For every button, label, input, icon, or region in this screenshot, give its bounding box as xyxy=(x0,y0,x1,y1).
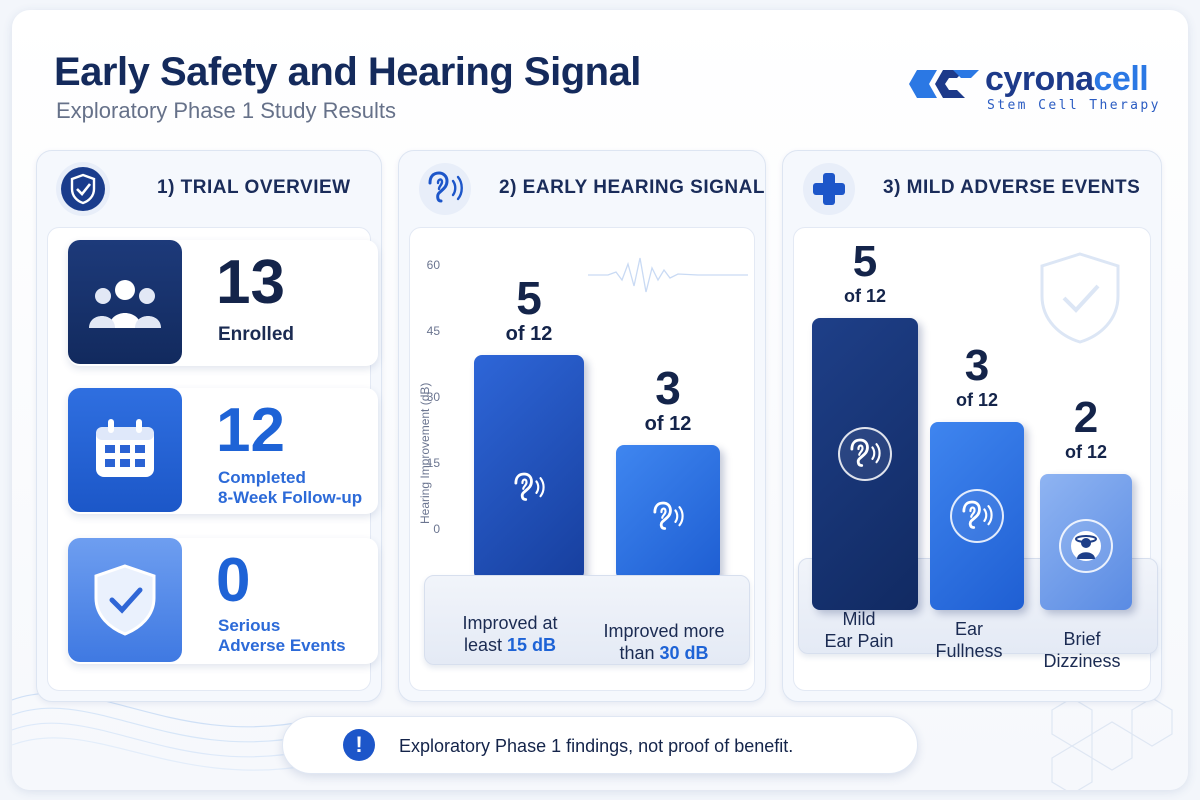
category-label-line2: than 30 dB xyxy=(594,642,734,664)
stat-card-serious-ae: 0 Serious Adverse Events xyxy=(68,538,378,664)
axis-tick-label: 15 xyxy=(426,456,440,470)
panel-header: 1) TRIAL OVERVIEW xyxy=(37,151,381,223)
category-label-text: than xyxy=(619,643,660,663)
shield-check-icon xyxy=(56,162,110,216)
category-label: Improved more than 30 dB xyxy=(594,620,734,664)
bar-value: 3 xyxy=(964,341,990,390)
adverse-events-panel: 3) MILD ADVERSE EVENTS 5 of 12 3 of 12 2 of 1… xyxy=(782,150,1162,702)
category-label-line1: Brief xyxy=(1063,629,1101,649)
brand-logo: cyronacell Stem Cell Therapy xyxy=(907,58,1177,118)
category-label: Mild Ear Pain xyxy=(814,608,904,652)
people-icon xyxy=(68,240,182,364)
category-label-line2: least 15 dB xyxy=(440,634,580,656)
stat-value: 13 xyxy=(216,248,285,317)
category-label-line1: Improved at xyxy=(462,613,558,633)
bar-value: 5 xyxy=(852,237,878,286)
adverse-chart: 5 of 12 3 of 12 2 of 12 Mild Ear Pain Ear Ful… xyxy=(793,227,1158,691)
category-label-line1: Improved more xyxy=(603,621,725,641)
stat-card-enrolled: 13 Enrolled xyxy=(68,240,378,366)
stat-card-completed: 12 Completed 8-Week Follow-up xyxy=(68,388,378,514)
bar-denominator: of 12 xyxy=(1064,442,1107,462)
calendar-icon xyxy=(68,388,182,512)
page-subtitle: Exploratory Phase 1 Study Results xyxy=(56,98,396,123)
panel-title: 3) MILD ADVERSE EVENTS xyxy=(883,177,1141,198)
disclaimer-banner: ! Exploratory Phase 1 findings, not proo… xyxy=(282,716,918,774)
category-label-line1: Ear xyxy=(954,619,983,639)
disclaimer-text: Exploratory Phase 1 findings, not proof … xyxy=(399,736,794,756)
panel-header: 2) EARLY HEARING SIGNAL xyxy=(399,151,765,223)
panel-content: 13 Enrolled 12 xyxy=(47,227,378,691)
infographic-page: Early Safety and Hearing Signal Explorat… xyxy=(12,10,1188,790)
category-label: Improved at least 15 dB xyxy=(440,612,580,656)
brand-name-part1: cyrona xyxy=(985,60,1094,98)
category-label-highlight: 30 dB xyxy=(659,643,709,663)
stat-label-line2: 8-Week Follow-up xyxy=(218,488,363,507)
bar-denominator: of 12 xyxy=(843,286,886,306)
panel-title: 1) TRIAL OVERVIEW xyxy=(157,177,351,198)
category-label-line2: Ear Pain xyxy=(824,631,894,651)
bar-denominator: of 12 xyxy=(505,323,553,345)
bar-denominator: of 12 xyxy=(644,413,692,435)
axis-tick-label: 0 xyxy=(433,522,440,536)
bar-denominator: of 12 xyxy=(955,390,998,410)
wave-decoration-icon xyxy=(12,692,312,771)
stat-value: 0 xyxy=(216,546,251,615)
bar-value: 5 xyxy=(516,272,542,324)
bar-value: 3 xyxy=(655,362,681,414)
axis-tick-label: 30 xyxy=(426,390,440,404)
panel-header: 3) MILD ADVERSE EVENTS xyxy=(783,151,1161,223)
hearing-signal-panel: 2) EARLY HEARING SIGNAL Hearing Improvem… xyxy=(398,150,766,702)
category-label-line2: Fullness xyxy=(935,641,1003,661)
bar-value: 2 xyxy=(1073,393,1099,442)
category-label-line1: Mild xyxy=(842,609,876,629)
brand-name-part2: cell xyxy=(1093,60,1149,98)
hexagon-decoration-icon xyxy=(1051,697,1173,790)
soundwave-decoration-icon xyxy=(588,257,748,293)
bar xyxy=(474,355,584,580)
dizziness-icon xyxy=(1059,519,1113,573)
panel-title: 2) EARLY HEARING SIGNAL xyxy=(499,177,765,198)
info-icon: ! xyxy=(343,729,375,761)
shield-check-icon xyxy=(68,538,182,662)
ear-icon xyxy=(419,163,471,215)
bar xyxy=(616,445,720,580)
category-label-highlight: 15 dB xyxy=(507,635,557,655)
stat-label: Enrolled xyxy=(218,324,295,345)
stat-label-line1: Serious xyxy=(218,616,281,635)
ear-icon xyxy=(642,491,694,543)
stat-value: 12 xyxy=(216,396,285,465)
brand-tagline: Stem Cell Therapy xyxy=(987,98,1161,113)
hearing-chart: Hearing Improvement (dB) 60 45 30 15 0 5 of 1… xyxy=(409,227,755,691)
trial-overview-panel: 1) TRIAL OVERVIEW 13 Enrolled xyxy=(36,150,382,702)
ear-icon xyxy=(950,489,1004,543)
stat-label-line2: Adverse Events xyxy=(218,636,346,655)
ear-icon xyxy=(503,462,555,514)
logo-mark-icon xyxy=(909,70,979,98)
category-label-text: least xyxy=(463,635,507,655)
category-label-line2: Dizziness xyxy=(1043,651,1121,671)
chart-base xyxy=(424,575,750,665)
page-title: Early Safety and Hearing Signal xyxy=(54,50,641,94)
axis-tick-label: 60 xyxy=(426,258,440,272)
shield-check-watermark-icon xyxy=(1040,252,1120,344)
category-label: Brief Dizziness xyxy=(1032,628,1132,672)
category-label: Ear Fullness xyxy=(924,618,1014,662)
brand-name: cyronacell xyxy=(985,60,1149,99)
stat-label-line1: Completed xyxy=(218,468,306,487)
axis-tick-label: 45 xyxy=(426,324,440,338)
ear-pain-icon xyxy=(838,427,892,481)
plus-icon xyxy=(803,163,855,215)
